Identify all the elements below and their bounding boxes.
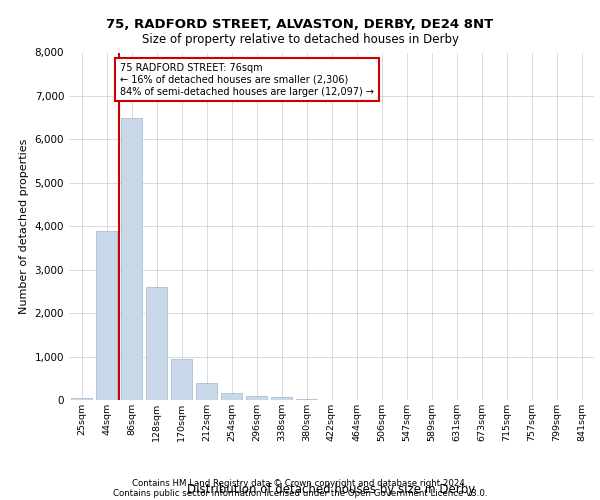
Y-axis label: Number of detached properties: Number of detached properties <box>19 138 29 314</box>
Bar <box>296 399 317 400</box>
Text: 75, RADFORD STREET, ALVASTON, DERBY, DE24 8NT: 75, RADFORD STREET, ALVASTON, DERBY, DE2… <box>106 18 494 30</box>
Bar <box>121 118 142 400</box>
Bar <box>146 287 167 400</box>
Bar <box>171 358 192 400</box>
Text: Size of property relative to detached houses in Derby: Size of property relative to detached ho… <box>142 32 458 46</box>
Bar <box>71 398 92 400</box>
X-axis label: Distribution of detached houses by size in Derby: Distribution of detached houses by size … <box>187 483 476 496</box>
Bar <box>196 382 217 400</box>
Text: 75 RADFORD STREET: 76sqm
← 16% of detached houses are smaller (2,306)
84% of sem: 75 RADFORD STREET: 76sqm ← 16% of detach… <box>120 64 374 96</box>
Bar <box>271 396 292 400</box>
Text: Contains public sector information licensed under the Open Government Licence v3: Contains public sector information licen… <box>113 488 487 498</box>
Bar <box>246 396 267 400</box>
Bar <box>221 394 242 400</box>
Bar <box>96 230 117 400</box>
Text: Contains HM Land Registry data © Crown copyright and database right 2024.: Contains HM Land Registry data © Crown c… <box>132 478 468 488</box>
